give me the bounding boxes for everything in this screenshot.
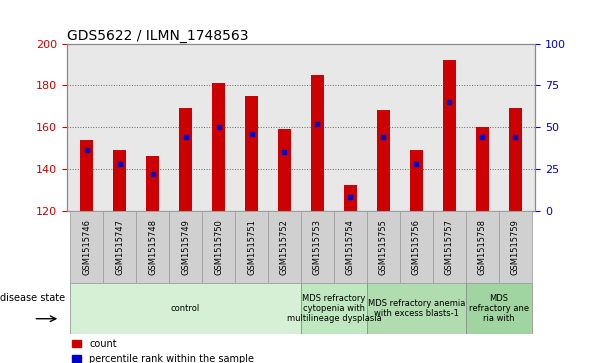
FancyBboxPatch shape: [367, 211, 400, 283]
Bar: [311, 75, 324, 211]
Bar: [245, 96, 258, 211]
FancyBboxPatch shape: [70, 283, 301, 334]
Text: GSM1515756: GSM1515756: [412, 219, 421, 275]
Text: GSM1515759: GSM1515759: [511, 219, 520, 275]
Bar: [146, 156, 159, 211]
Bar: [212, 83, 225, 211]
Text: GSM1515754: GSM1515754: [346, 219, 355, 275]
FancyBboxPatch shape: [466, 283, 532, 334]
FancyBboxPatch shape: [433, 211, 466, 283]
Text: GSM1515750: GSM1515750: [214, 219, 223, 275]
Text: GSM1515749: GSM1515749: [181, 219, 190, 275]
Text: GSM1515747: GSM1515747: [115, 219, 124, 275]
Bar: [410, 150, 423, 211]
Bar: [443, 60, 456, 211]
Text: MDS
refractory ane
ria with: MDS refractory ane ria with: [469, 294, 529, 323]
Bar: [278, 129, 291, 211]
FancyBboxPatch shape: [301, 283, 367, 334]
Text: GSM1515753: GSM1515753: [313, 219, 322, 275]
FancyBboxPatch shape: [466, 211, 499, 283]
Text: GSM1515755: GSM1515755: [379, 219, 388, 275]
FancyBboxPatch shape: [301, 211, 334, 283]
FancyBboxPatch shape: [499, 211, 532, 283]
Bar: [377, 110, 390, 211]
FancyBboxPatch shape: [103, 211, 136, 283]
FancyBboxPatch shape: [367, 283, 466, 334]
Text: MDS refractory anemia
with excess blasts-1: MDS refractory anemia with excess blasts…: [368, 299, 465, 318]
FancyBboxPatch shape: [334, 211, 367, 283]
Bar: [344, 185, 357, 211]
Text: GSM1515757: GSM1515757: [445, 219, 454, 275]
Legend: count, percentile rank within the sample: count, percentile rank within the sample: [72, 339, 254, 363]
FancyBboxPatch shape: [136, 211, 169, 283]
Bar: [509, 108, 522, 211]
FancyBboxPatch shape: [202, 211, 235, 283]
Text: control: control: [171, 304, 200, 313]
Text: GSM1515751: GSM1515751: [247, 219, 256, 275]
Bar: [80, 139, 93, 211]
FancyBboxPatch shape: [70, 211, 103, 283]
Text: GDS5622 / ILMN_1748563: GDS5622 / ILMN_1748563: [67, 29, 249, 42]
FancyBboxPatch shape: [169, 211, 202, 283]
Text: GSM1515752: GSM1515752: [280, 219, 289, 275]
Text: GSM1515758: GSM1515758: [478, 219, 487, 275]
Text: GSM1515746: GSM1515746: [82, 219, 91, 275]
FancyBboxPatch shape: [268, 211, 301, 283]
Text: GSM1515748: GSM1515748: [148, 219, 157, 275]
FancyBboxPatch shape: [400, 211, 433, 283]
Text: disease state: disease state: [0, 293, 65, 303]
FancyBboxPatch shape: [235, 211, 268, 283]
Text: MDS refractory
cytopenia with
multilineage dysplasia: MDS refractory cytopenia with multilinea…: [286, 294, 381, 323]
Bar: [113, 150, 126, 211]
Bar: [179, 108, 192, 211]
Bar: [475, 127, 489, 211]
